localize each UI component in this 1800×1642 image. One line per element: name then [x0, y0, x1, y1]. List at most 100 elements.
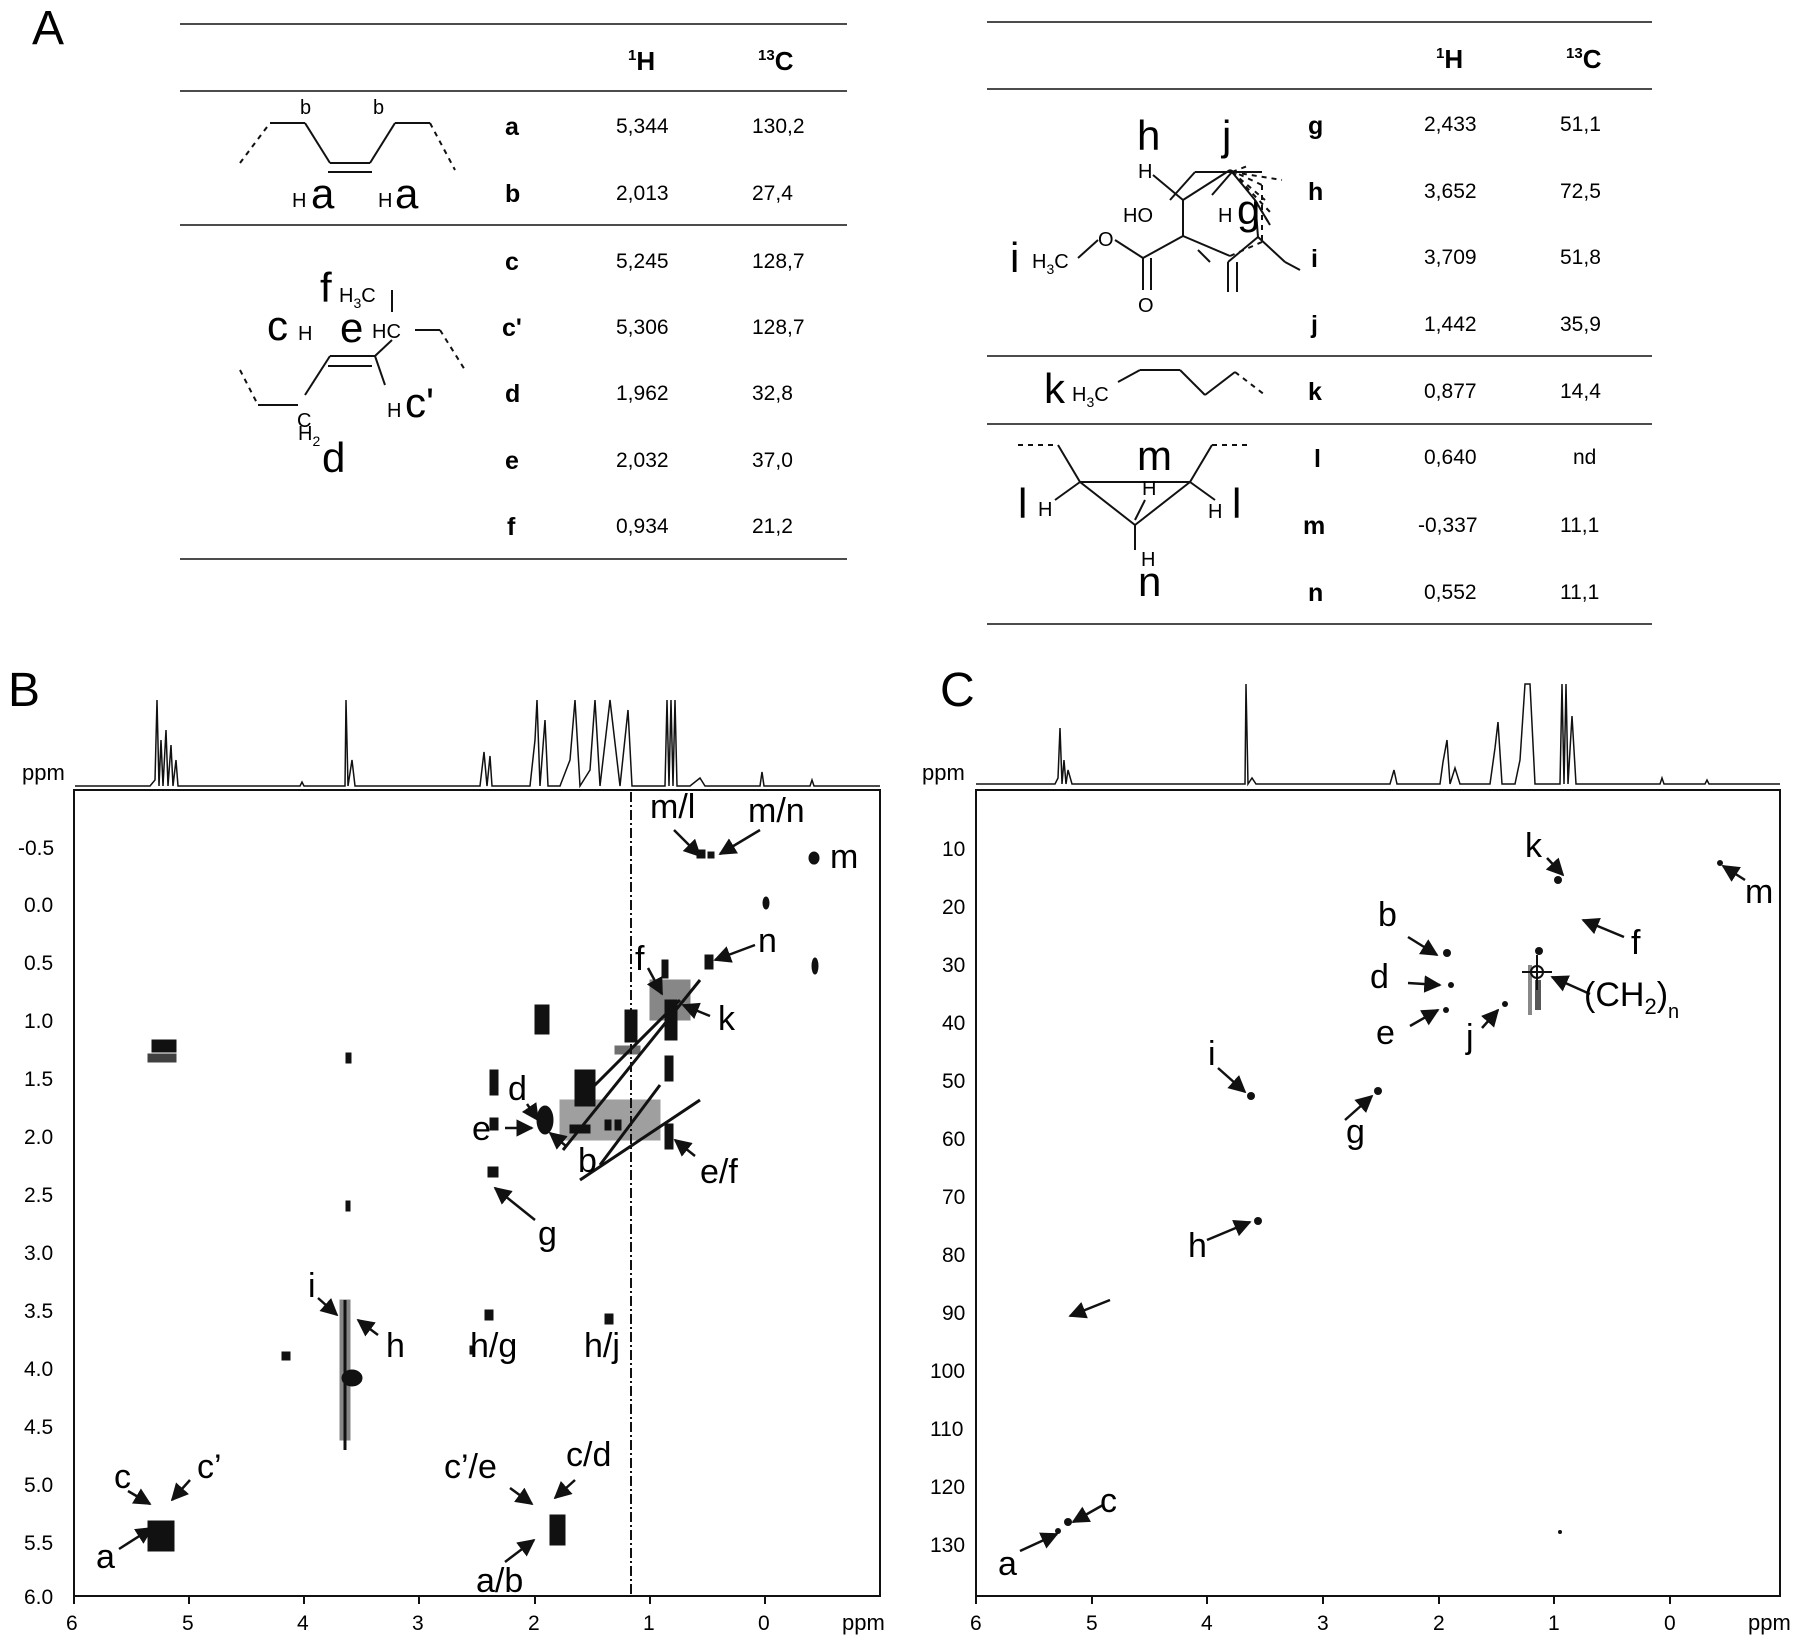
axis-tick-label: 2	[1433, 1612, 1445, 1635]
table-cell-1h: -0,337	[1418, 514, 1478, 537]
axis-tick-label: 4	[297, 1612, 309, 1635]
axis-tick-label: 2	[528, 1612, 540, 1635]
table-cell-1h: 3,652	[1424, 180, 1477, 203]
axis-tick-label: 130	[930, 1534, 965, 1557]
peak-label: d	[1370, 958, 1389, 996]
plot-c-y-ticks: 10 20 30 40 50 60 70 80 90 100 110 120 1…	[930, 838, 965, 1557]
axis-tick-label: 0	[1664, 1612, 1676, 1635]
atom-label: i	[1010, 234, 1019, 281]
table-left-header-1h: 1H	[628, 46, 655, 76]
plot-c-ch2-cross	[1522, 955, 1552, 990]
atom-label: c	[267, 302, 288, 349]
peak-label: i	[308, 1267, 316, 1305]
axis-tick-label: 1	[643, 1612, 655, 1635]
table-cell-1h: 5,245	[616, 250, 669, 273]
axis-tick-label: 2.5	[24, 1184, 53, 1207]
peak-label: g	[538, 1215, 557, 1253]
axis-tick-label: 5.5	[24, 1532, 53, 1555]
table-right-header-13c: 13C	[1566, 44, 1602, 74]
plot-b-x-ticks: 6 5 4 3 2 1 0 ppm	[66, 1596, 885, 1635]
panel-label-c: C	[940, 664, 975, 717]
axis-tick-label: 3	[412, 1612, 424, 1635]
peak-label: h/g	[470, 1327, 517, 1365]
axis-tick-label: 6	[66, 1612, 78, 1635]
peak-label: e	[1376, 1014, 1395, 1052]
panel-label-b: B	[8, 664, 40, 717]
peak-label: b	[1378, 896, 1397, 934]
panel-label-a: A	[32, 2, 64, 55]
axis-tick-label: 3.0	[24, 1242, 53, 1265]
plot-b-peaks	[147, 849, 820, 1552]
plot-c-frame	[975, 789, 1781, 1597]
structure-cyclopropane	[1018, 444, 1250, 550]
axis-tick-label: 4.0	[24, 1358, 53, 1381]
axis-tick-label: -0.5	[18, 837, 54, 860]
table-cell-1h: 2,032	[616, 449, 669, 472]
table-cell-1h: 1,962	[616, 382, 669, 405]
plot-b-y-ticks: -0.5 0.0 0.5 1.0 1.5 2.0 2.5 3.0 3.5 4.0…	[18, 837, 54, 1609]
peak-label: m	[1745, 873, 1773, 911]
table-row-label: a	[505, 113, 520, 141]
plot-c-x-ticks: 6 5 4 3 2 1 0 ppm	[970, 1596, 1791, 1635]
table-row-label: g	[1308, 112, 1323, 140]
table-cell-1h: 5,344	[616, 115, 669, 138]
atom-label: l	[1232, 480, 1241, 527]
structure-alkene-ab	[239, 122, 456, 173]
table-row-label: j	[1310, 311, 1318, 339]
table-cell-13c: 51,1	[1560, 113, 1601, 136]
peak-label: c/d	[566, 1436, 611, 1474]
table-cell-13c: 27,4	[752, 182, 793, 205]
peak-label: (CH2)n	[1584, 976, 1679, 1023]
table-cell-13c: 11,1	[1560, 581, 1599, 604]
atom-label: H	[1208, 501, 1222, 523]
atom-label: H	[1218, 205, 1232, 227]
table-left: 1H 13C a 5,344 130,2 b 2,013 27,4 c 5,24…	[180, 23, 847, 560]
axis-tick-label: 5	[1086, 1612, 1098, 1635]
atom-label: C	[297, 410, 311, 432]
atom-label: b	[373, 97, 384, 119]
table-cell-13c: 14,4	[1560, 380, 1601, 403]
axis-tick-label: 60	[942, 1128, 965, 1151]
structure-hydroxy-ester	[1169, 164, 1301, 292]
table-row-label: f	[507, 513, 516, 541]
table-left-header-13c: 13C	[758, 46, 794, 76]
atom-label: d	[322, 434, 345, 481]
table-row-label: k	[1308, 378, 1322, 406]
peak-label: b	[578, 1142, 597, 1180]
axis-tick-label: 3	[1317, 1612, 1329, 1635]
table-cell-13c: 32,8	[752, 382, 793, 405]
axis-tick-label: 20	[942, 896, 965, 919]
peak-label: c	[1100, 1482, 1117, 1520]
table-cell-1h: 0,934	[616, 515, 669, 538]
table-cell-13c: 37,0	[752, 449, 793, 472]
peak-label: c	[114, 1458, 131, 1496]
peak-label: h/j	[584, 1327, 620, 1365]
axis-tick-label: 80	[942, 1244, 965, 1267]
atom-label: HC	[372, 321, 401, 343]
table-cell-13c: 128,7	[752, 316, 805, 339]
peak-label: a	[96, 1538, 115, 1576]
axis-tick-label: 110	[930, 1418, 963, 1441]
axis-tick-label: 1.0	[24, 1010, 53, 1033]
axis-tick-label: 5	[182, 1612, 194, 1635]
peak-label: m/n	[748, 792, 805, 830]
table-row-label: m	[1303, 512, 1325, 540]
table-cell-1h: 2,013	[616, 182, 669, 205]
peak-label: a	[998, 1545, 1017, 1583]
table-cell-13c: 128,7	[752, 250, 805, 273]
table-row-label: c	[505, 248, 519, 276]
axis-tick-label: 5.0	[24, 1474, 53, 1497]
axis-tick-label: 90	[942, 1302, 965, 1325]
peak-label: k	[1525, 827, 1543, 865]
peak-label: d	[508, 1070, 527, 1108]
plot-c-arrows	[1019, 857, 1746, 1553]
atom-label: n	[1138, 558, 1161, 605]
table-cell-13c: 21,2	[752, 515, 793, 538]
peak-label: m/l	[650, 788, 695, 826]
table-cell-13c: 72,5	[1560, 180, 1601, 203]
axis-tick-label: 50	[942, 1070, 965, 1093]
table-row-label: b	[505, 180, 520, 208]
table-cell-1h: 1,442	[1424, 313, 1477, 336]
axis-unit-label: ppm	[1748, 1610, 1791, 1635]
proton-spectrum-c	[976, 683, 1780, 787]
